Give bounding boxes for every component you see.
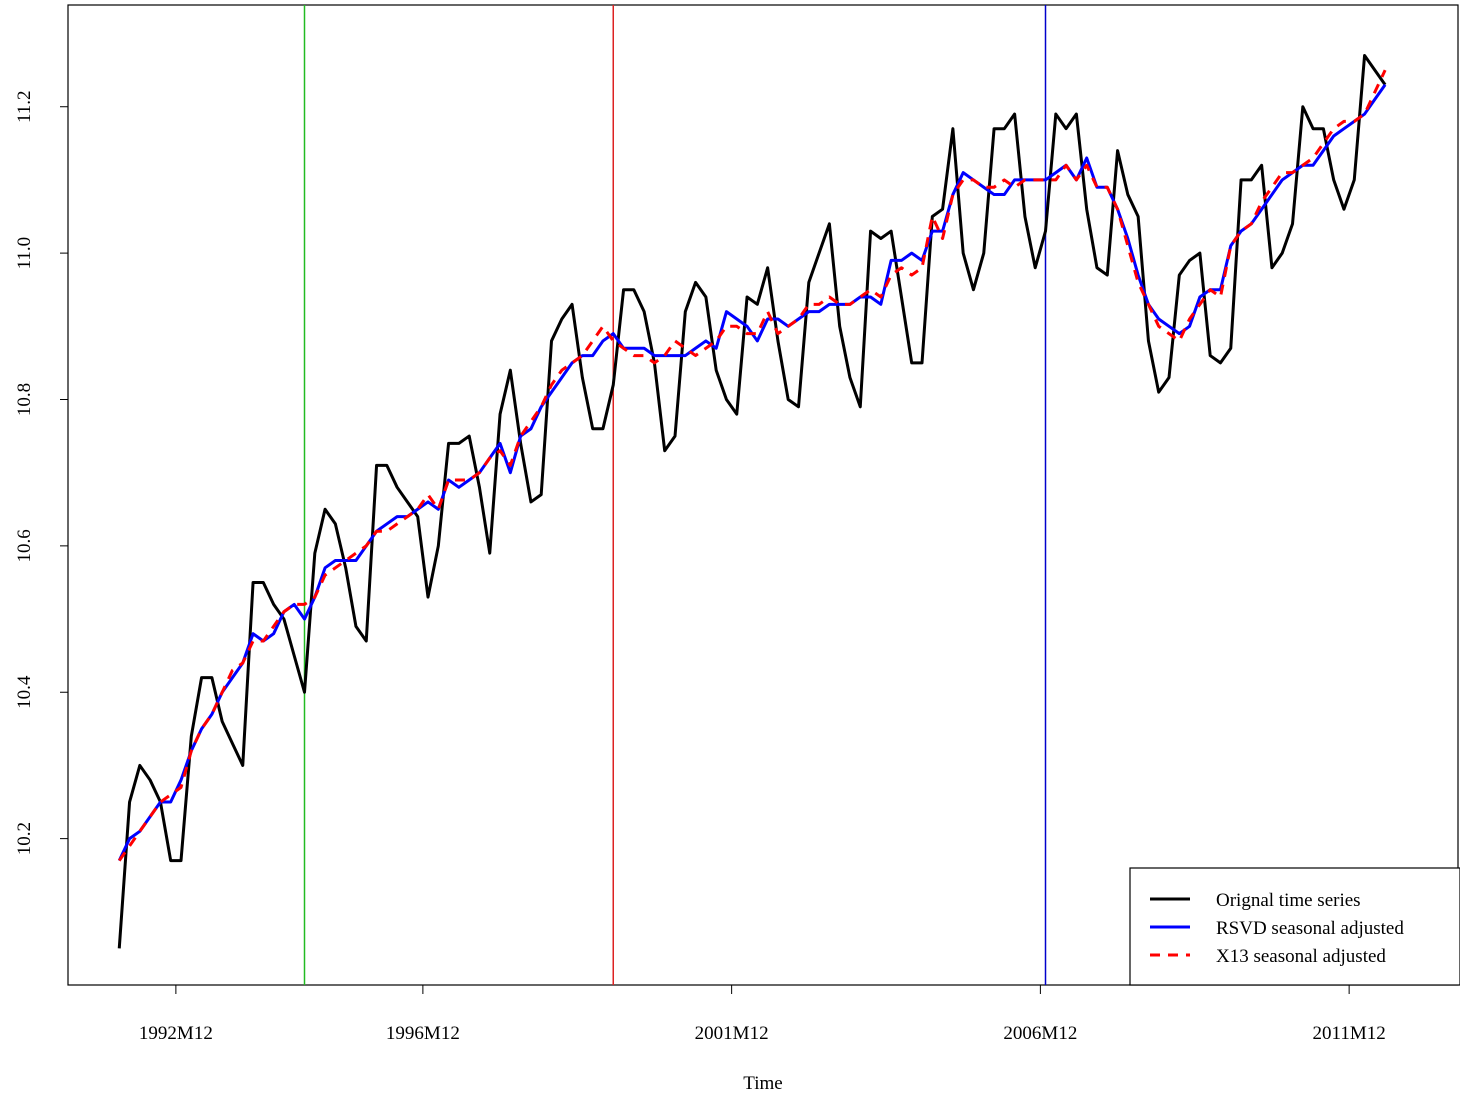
- x-tick-label: 1996M12: [386, 1023, 460, 1044]
- x-tick-label: 1992M12: [139, 1023, 213, 1044]
- x-tick-label: 2006M12: [1003, 1023, 1077, 1044]
- series-line: [118, 69, 1387, 862]
- y-tick-label: 10.4: [14, 675, 35, 709]
- y-tick-label: 11.2: [14, 90, 35, 123]
- x-axis-label: Time: [743, 1073, 782, 1094]
- legend-label: X13 seasonal adjusted: [1216, 946, 1386, 967]
- plot-frame: [67, 4, 1459, 986]
- x-tick-label: 2011M12: [1313, 1023, 1386, 1044]
- y-tick-label: 10.8: [14, 383, 35, 416]
- legend-label: RSVD seasonal adjusted: [1216, 918, 1404, 939]
- y-tick-label: 11.0: [14, 237, 35, 270]
- series-line: [117, 54, 1387, 949]
- series-line: [117, 83, 1387, 862]
- legend-label: Orignal time series: [1216, 890, 1361, 911]
- y-tick-label: 10.2: [14, 822, 35, 855]
- x-tick-label: 2001M12: [695, 1023, 769, 1044]
- y-tick-label: 10.6: [14, 529, 35, 562]
